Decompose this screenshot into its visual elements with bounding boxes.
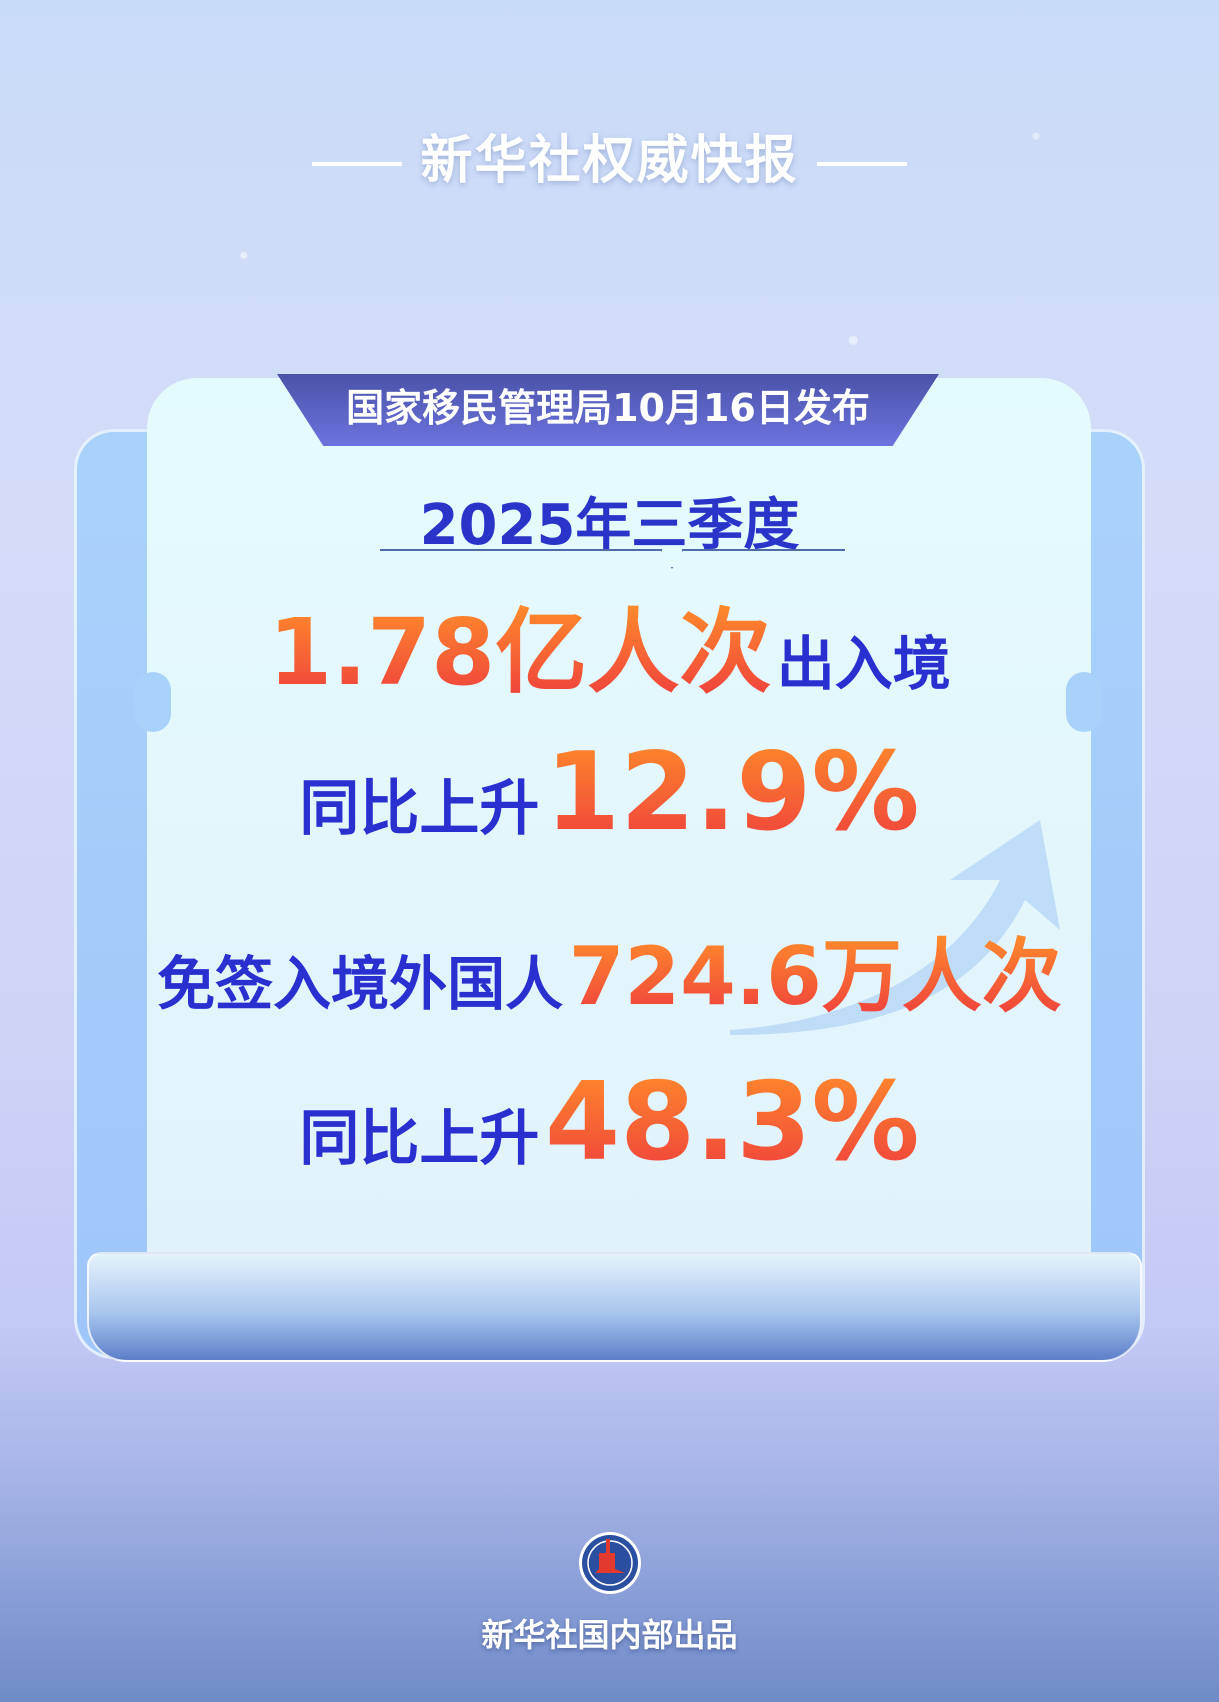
scroll-bottom-bar — [87, 1252, 1142, 1362]
row-growth-2: 同比上升 48.3% — [0, 1060, 1219, 1185]
heading-underline — [380, 549, 845, 551]
info-card — [147, 378, 1091, 1268]
row-total-crossings: 1.78亿人次 出入境 — [0, 578, 1219, 711]
footer-credit: 新华社国内部出品 — [481, 1616, 738, 1654]
period-heading: 2025年三季度 — [419, 493, 800, 558]
growth-label: 同比上升 — [299, 1104, 540, 1174]
page-title: 新华社权威快报 — [0, 118, 1219, 193]
row-growth-1: 同比上升 12.9% — [0, 730, 1219, 855]
title-text: 新华社权威快报 — [420, 131, 799, 191]
row-visa-free: 免签入境外国人 724.6万人次 — [0, 912, 1219, 1028]
growth-value: 12.9% — [544, 730, 920, 855]
divider — [312, 162, 403, 166]
card-notch-right — [1066, 672, 1102, 732]
total-crossings-value: 1.78亿人次 — [268, 599, 772, 706]
rising-arrow-icon — [730, 820, 1060, 1035]
source-tab: 国家移民管理局10月16日发布 — [277, 374, 939, 446]
xinhua-logo-icon — [579, 1532, 641, 1594]
visa-free-label: 免签入境外国人 — [157, 950, 564, 1018]
card-notch-left — [135, 672, 171, 732]
growth-label: 同比上升 — [299, 774, 540, 844]
divider — [816, 162, 907, 166]
total-crossings-label: 出入境 — [776, 630, 951, 698]
visa-free-value: 724.6万人次 — [568, 930, 1062, 1023]
growth-value: 48.3% — [544, 1060, 920, 1185]
